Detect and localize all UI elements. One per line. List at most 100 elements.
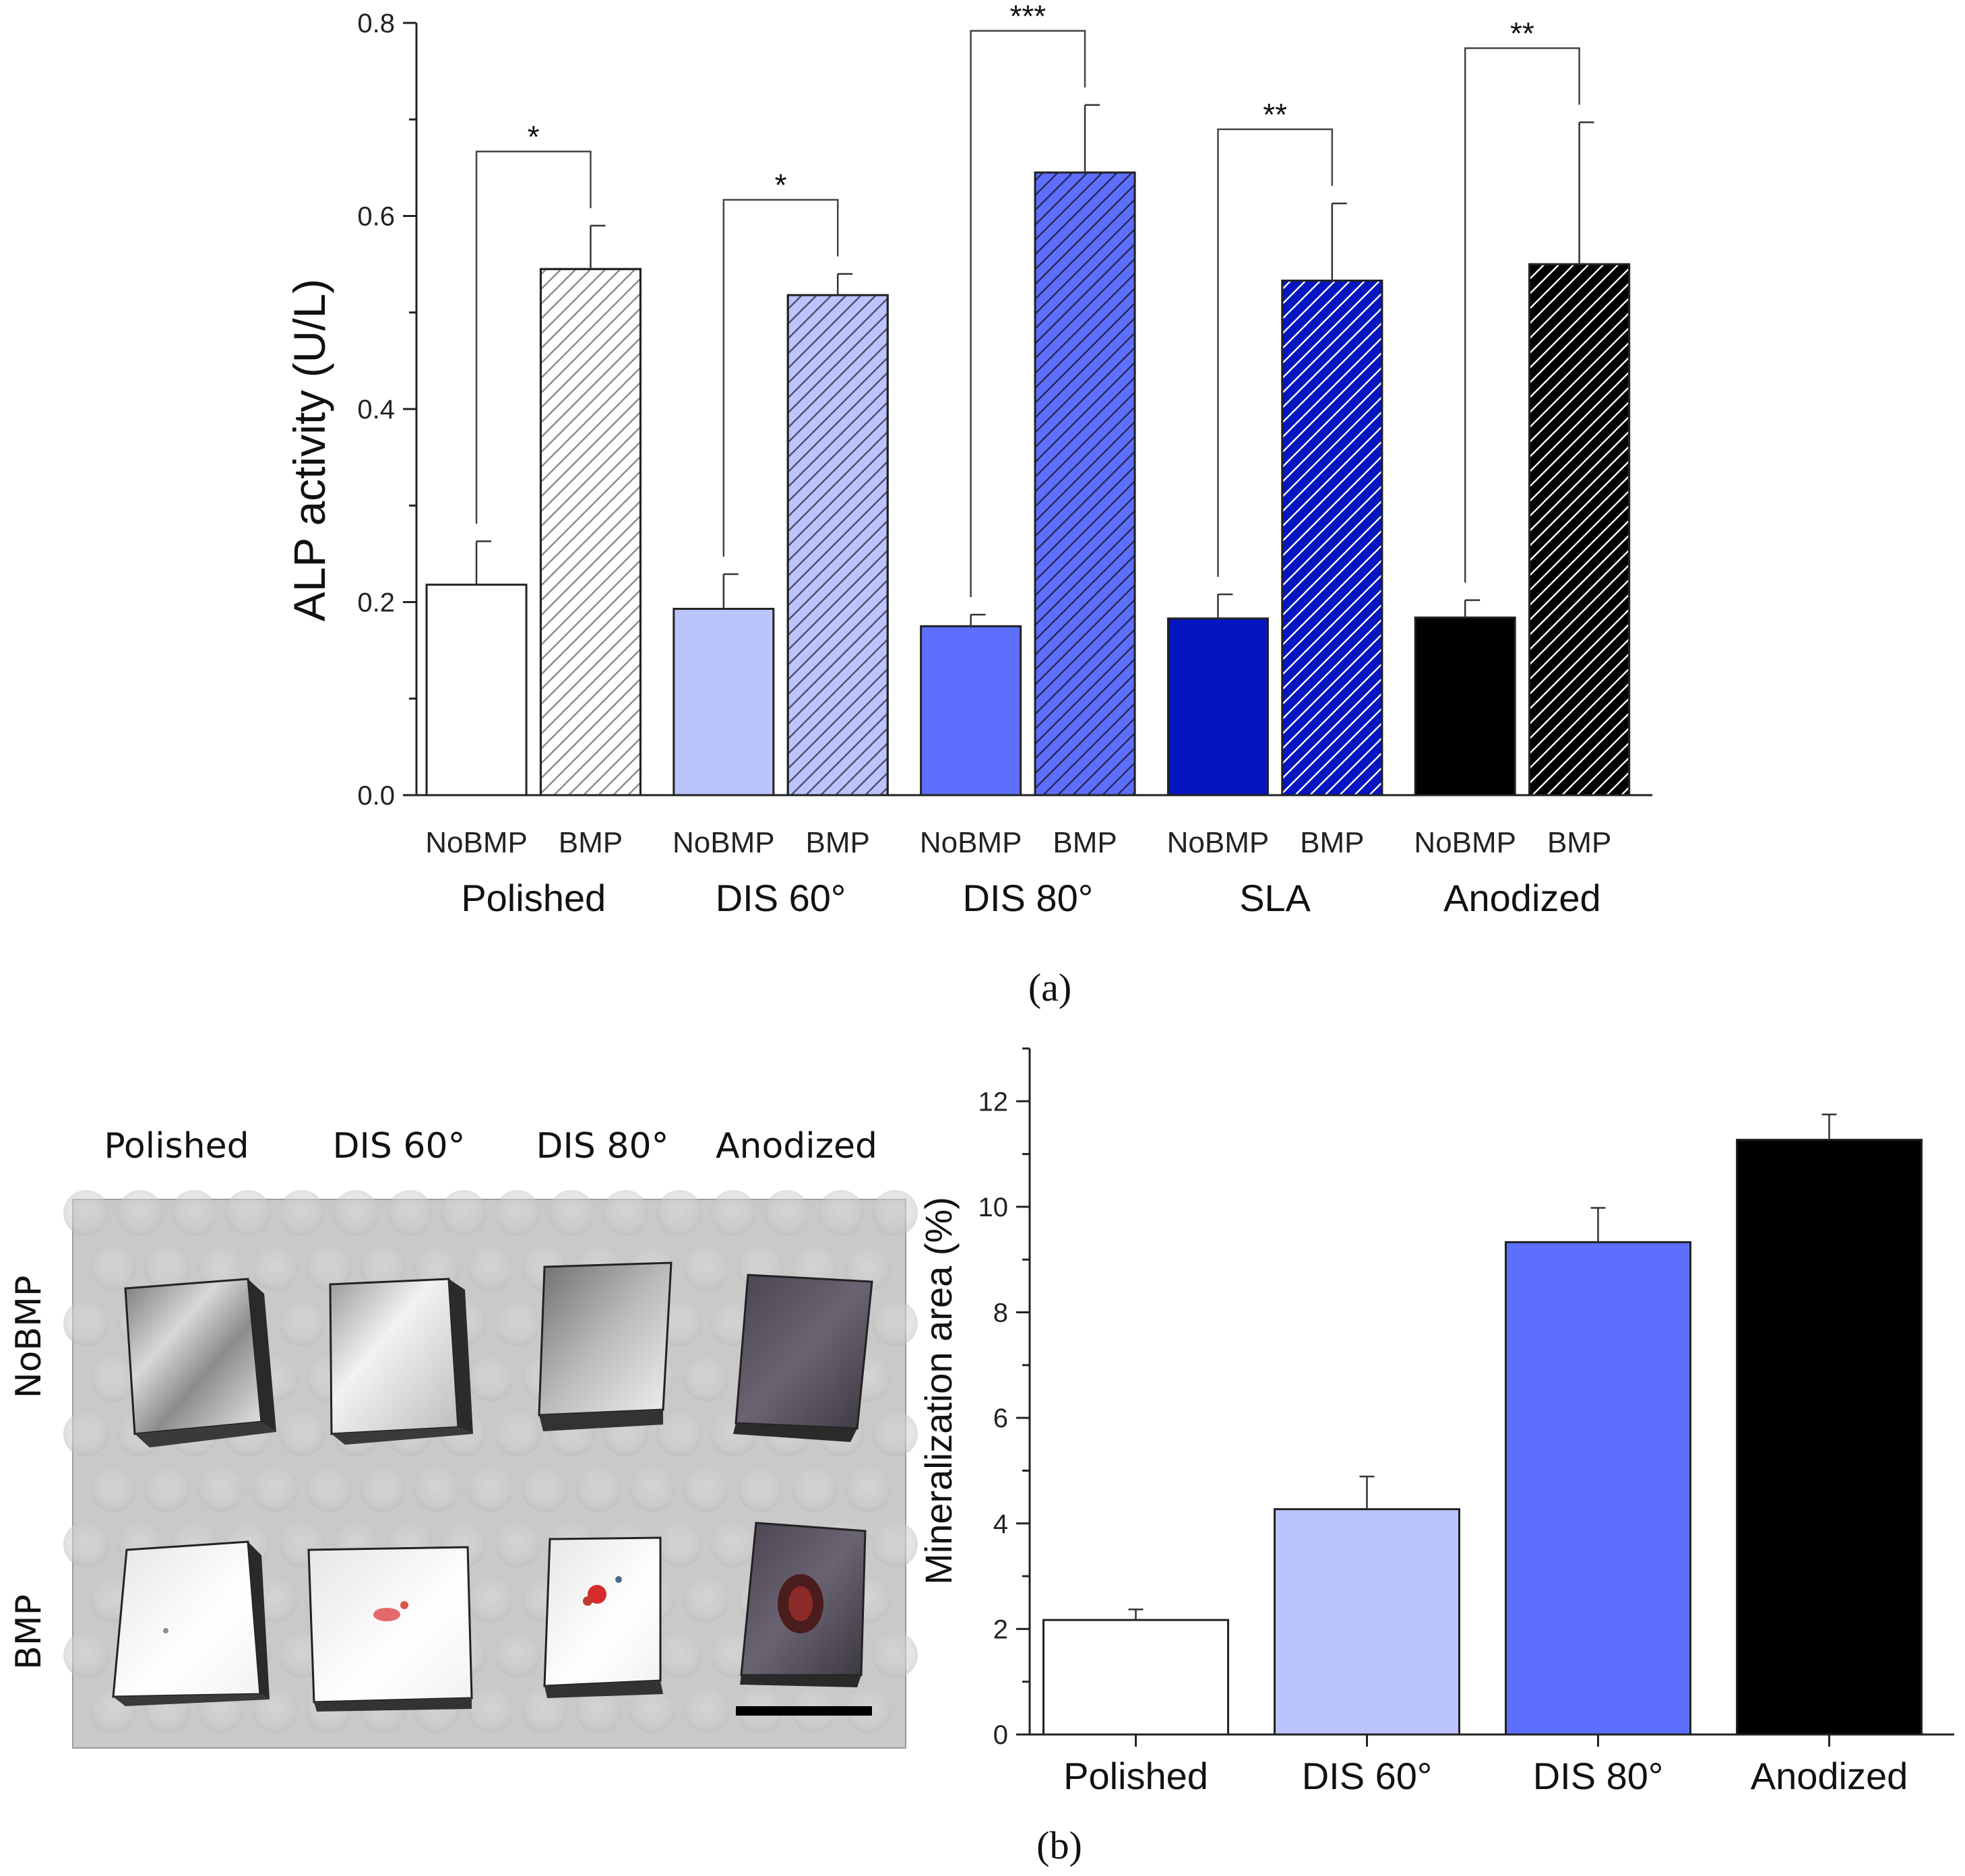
bubble [629, 1687, 675, 1733]
alp-significance-stars: ** [1263, 97, 1287, 132]
mineral-y-tick-label: 6 [993, 1404, 1008, 1433]
alp-y-tick-label: 0.6 [357, 202, 395, 232]
scale-bar [736, 1706, 872, 1716]
bubble [171, 1190, 217, 1236]
alp-group-label: Anodized [1443, 877, 1601, 919]
mineral-y-tick-label: 2 [993, 1615, 1008, 1644]
alp-bar-hatch [1528, 263, 1631, 796]
alp-y-tick-label: 0.0 [357, 781, 395, 811]
bubble [90, 1466, 136, 1512]
mineral-y-tick-label: 10 [978, 1193, 1009, 1222]
bubble [737, 1466, 783, 1512]
mineral-bar [1042, 1619, 1229, 1736]
alp-bar-hatch [786, 294, 889, 796]
alp-significance-bracket [1464, 47, 1580, 583]
bubble [63, 1632, 109, 1678]
bubble [387, 1190, 433, 1236]
alp-significance-stars: ** [1510, 16, 1534, 51]
bubble [225, 1190, 271, 1236]
bubble [656, 1632, 702, 1678]
mineral-category-label: DIS 60° [1302, 1755, 1433, 1797]
sample-nobmp-polished [124, 1278, 276, 1447]
alp-y-axis-title: ALP activity (U/L) [284, 279, 334, 622]
mineral-bar [1505, 1241, 1691, 1736]
bubble [602, 1190, 648, 1236]
alp-condition-label: BMP [1300, 826, 1364, 859]
bubble [252, 1466, 298, 1512]
bubble [495, 1301, 540, 1346]
alp-group-label: SLA [1239, 877, 1311, 919]
bubble [872, 1411, 918, 1457]
alp-y-tick-label: 0.2 [357, 588, 395, 618]
bubble [63, 1301, 109, 1346]
mineral-bar [1274, 1508, 1460, 1736]
alp-bar-hatch [1034, 171, 1136, 796]
alp-significance-bracket [970, 30, 1086, 598]
bubble [90, 1245, 136, 1291]
alp-activity-chart: ********* 0.00.20.40.60.8 NoBMP BMPPolish… [284, 0, 1652, 1009]
bubble [656, 1522, 702, 1567]
bubble [144, 1466, 190, 1512]
alp-significance-bracket [475, 150, 592, 524]
bubble [764, 1190, 810, 1236]
alp-condition-label: NoBMP [425, 826, 528, 859]
bubble [683, 1245, 729, 1291]
alp-condition-label: NoBMP [673, 826, 775, 859]
bubble [495, 1522, 540, 1567]
alp-y-tick-label: 0.4 [357, 395, 395, 425]
mineral-category-label: DIS 80° [1533, 1755, 1664, 1797]
bubble [414, 1466, 460, 1512]
bubble [306, 1466, 352, 1512]
mineralization-y-axis-title: Mineralization area (%) [917, 1197, 960, 1585]
alp-condition-label: BMP [1547, 826, 1611, 859]
bubble [683, 1687, 729, 1733]
alp-condition-label: NoBMP [1167, 826, 1270, 859]
bubble [333, 1190, 379, 1236]
bubble [360, 1245, 406, 1291]
bubble [845, 1466, 891, 1512]
alp-bar-hatch [539, 268, 642, 796]
bubble [90, 1356, 136, 1402]
photo-row-label: BMP [9, 1594, 49, 1670]
sample-bmp-polished [112, 1540, 270, 1706]
alp-significance-stars: * [775, 167, 787, 202]
sample-nobmp-anodized [733, 1274, 873, 1442]
bubble [252, 1245, 298, 1291]
mineral-bar [1736, 1138, 1923, 1736]
alp-significance-bracket [722, 199, 839, 557]
alp-bar [673, 608, 775, 796]
alp-y-tick-label: 0.8 [357, 9, 395, 38]
bubble [791, 1466, 837, 1512]
sample-nobmp-dis80 [538, 1261, 673, 1431]
bubble [63, 1190, 109, 1236]
photo-row-label: NoBMP [9, 1276, 49, 1399]
bubble [710, 1522, 756, 1567]
staining-photo: Polished DIS 60° DIS 80° Anodized NoBMP … [9, 1126, 918, 1749]
bubble [656, 1190, 702, 1236]
alp-group-label: DIS 80° [963, 877, 1094, 919]
bubble [549, 1190, 594, 1236]
alp-bar [1166, 617, 1269, 796]
sample-bmp-dis80 [543, 1536, 663, 1698]
bubble [522, 1687, 567, 1733]
panel-a-label: (a) [1028, 966, 1071, 1009]
bubble [495, 1632, 540, 1678]
alp-condition-label: BMP [806, 826, 870, 859]
sample-bmp-dis60 [307, 1546, 473, 1712]
bubble [683, 1356, 729, 1402]
bubble [468, 1687, 513, 1733]
bubble [279, 1411, 325, 1457]
bubble [63, 1411, 109, 1457]
bubble [683, 1577, 729, 1623]
bubble [117, 1190, 163, 1236]
alp-significance-stars: * [528, 119, 540, 154]
bubble [441, 1190, 487, 1236]
bubble [279, 1301, 325, 1346]
panel-b-label: (b) [1036, 1823, 1082, 1867]
photo-col-label: DIS 80° [536, 1126, 668, 1166]
bubble [656, 1411, 702, 1457]
photo-col-label: DIS 60° [332, 1126, 465, 1166]
bubble [468, 1466, 513, 1512]
mineral-y-tick-label: 0 [993, 1720, 1008, 1750]
sample-nobmp-dis60 [329, 1278, 473, 1445]
